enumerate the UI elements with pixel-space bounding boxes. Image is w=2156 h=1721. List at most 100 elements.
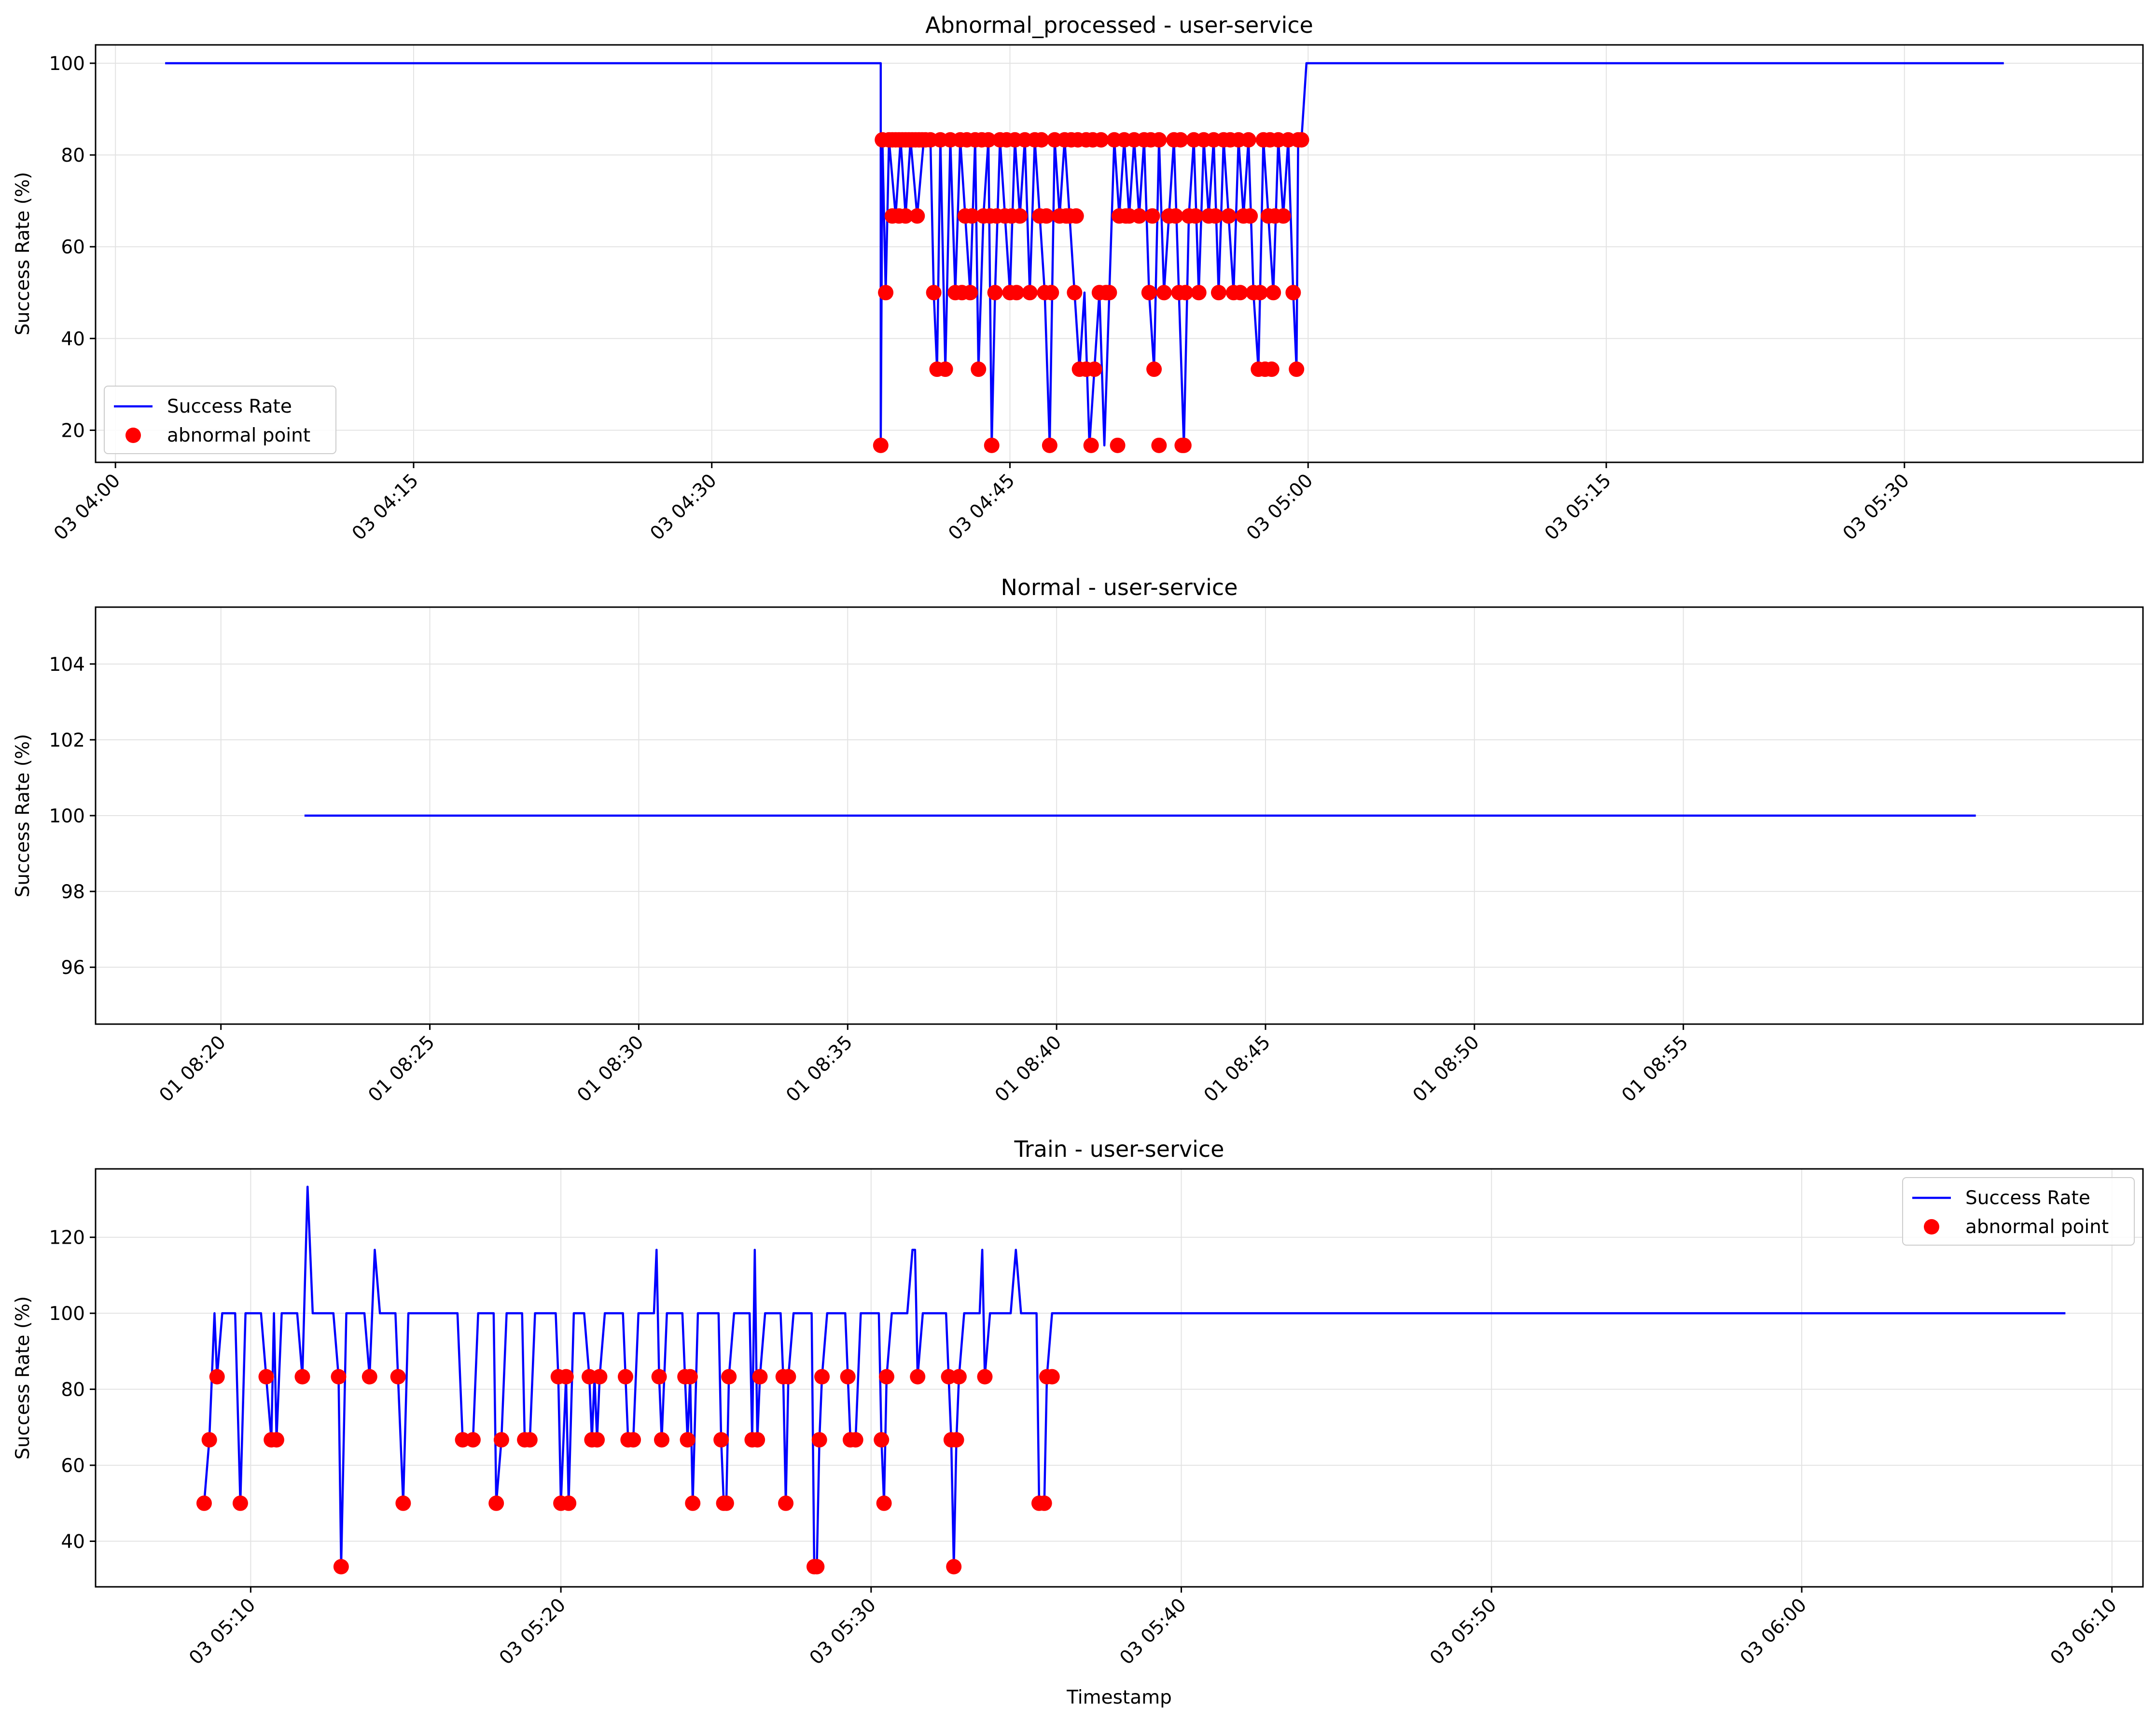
- abnormal-point-marker: [390, 1369, 406, 1385]
- abnormal-point-marker: [1208, 208, 1224, 224]
- abnormal-point-marker: [1252, 285, 1268, 301]
- grid: [96, 45, 2143, 462]
- abnormal-point-marker: [1151, 437, 1167, 453]
- abnormal-point-marker: [1264, 361, 1280, 377]
- subplot-1: 20 40 60 80 100 03 04:00 03 04:15 03 04:30 03 04…: [12, 12, 2144, 544]
- chart-title: Train - user-service: [1014, 1136, 1224, 1162]
- chart-title: Normal - user-service: [1001, 574, 1238, 600]
- abnormal-point-marker: [778, 1495, 794, 1511]
- abnormal-point-marker: [1110, 437, 1126, 453]
- axes-frame: [95, 1168, 2144, 1588]
- abnormal-point-marker: [848, 1432, 863, 1448]
- abnormal-point-marker: [1042, 437, 1057, 453]
- abnormal-point-marker: [1141, 285, 1157, 301]
- y-tick-label: 40: [61, 328, 85, 350]
- abnormal-point-marker: [680, 1432, 695, 1448]
- abnormal-point-marker: [1156, 285, 1172, 301]
- x-tick-label: 03 06:00: [1736, 1594, 1811, 1669]
- series-line-success-rate: [203, 1185, 2066, 1568]
- abnormal-point-marker: [1009, 285, 1025, 301]
- abnormal-point-marker: [268, 1432, 284, 1448]
- abnormal-point-marker: [964, 208, 980, 224]
- abnormal-point-marker: [1178, 285, 1194, 301]
- abnormal-point-marker: [1033, 132, 1049, 148]
- abnormal-point-marker: [780, 1369, 796, 1385]
- y-tick-label: 96: [61, 957, 85, 979]
- abnormal-point-marker: [1275, 208, 1291, 224]
- x-tick-label: 03 05:15: [1541, 470, 1615, 544]
- abnormal-point-marker: [488, 1495, 504, 1511]
- abnormal-point-marker: [977, 1369, 993, 1385]
- abnormal-point-marker: [362, 1369, 377, 1385]
- x-tick-label: 01 08:25: [364, 1031, 439, 1106]
- abnormal-point-marker: [718, 1495, 734, 1511]
- y-tick-label: 40: [61, 1531, 85, 1553]
- abnormal-point-marker: [1036, 1495, 1052, 1511]
- abnormal-point-marker: [750, 1432, 765, 1448]
- abnormal-point-marker: [258, 1369, 274, 1385]
- x-tick-label: 01 08:45: [1200, 1031, 1275, 1106]
- abnormal-point-marker: [196, 1495, 212, 1511]
- x-tick-label: 01 08:55: [1618, 1031, 1693, 1106]
- subplot-3: 40 60 80 100 120 03 05:10 03 05:20 03 05:30 03 0…: [12, 1136, 2144, 1708]
- y-tick-label: 60: [61, 1455, 85, 1477]
- x-tick-label: 03 05:50: [1426, 1594, 1501, 1669]
- x-tick-label: 03 04:00: [50, 470, 125, 544]
- abnormal-point-marker: [1151, 132, 1167, 148]
- series-line-success-rate: [165, 62, 2004, 447]
- y-axis-label: Success Rate (%): [12, 734, 34, 898]
- abnormal-point-marker: [589, 1432, 605, 1448]
- legend-label-success-rate: Success Rate: [167, 396, 292, 417]
- y-tick-label: 98: [61, 881, 85, 903]
- abnormal-point-marker: [1266, 285, 1281, 301]
- x-tick-label: 03 05:30: [806, 1594, 880, 1669]
- abnormal-point-marker: [984, 437, 1000, 453]
- abnormal-point-marker: [1144, 208, 1160, 224]
- abnormal-point-marker: [951, 1369, 967, 1385]
- abnormal-point-marker: [617, 1369, 633, 1385]
- legend-box: [1902, 1177, 2135, 1246]
- abnormal-point-marker: [946, 1559, 962, 1575]
- y-tick-label: 100: [49, 1303, 85, 1325]
- abnormal-point-marker: [876, 1495, 892, 1511]
- y-tick-label: 80: [61, 145, 85, 167]
- abnormal-point-marker: [654, 1432, 669, 1448]
- abnormal-point-marker: [962, 285, 978, 301]
- x-tick-label: 03 06:10: [2046, 1594, 2121, 1669]
- abnormal-point-marker: [1038, 208, 1054, 224]
- y-tick-label: 104: [49, 654, 85, 676]
- abnormal-point-marker: [201, 1432, 217, 1448]
- abnormal-point-marker: [909, 208, 925, 224]
- abnormal-point-marker: [809, 1559, 825, 1575]
- abnormal-point-marker: [395, 1495, 411, 1511]
- abnormal-point-marker: [331, 1369, 347, 1385]
- abnormal-point-marker: [1210, 285, 1226, 301]
- legend: Success Rate abnormal point: [104, 386, 336, 454]
- abnormal-point-marker: [333, 1559, 349, 1575]
- abnormal-point-marker: [1176, 437, 1192, 453]
- abnormal-point-marker: [1101, 285, 1117, 301]
- abnormal-point-marker: [1022, 285, 1038, 301]
- legend-label-abnormal-point: abnormal point: [1965, 1216, 2109, 1238]
- y-tick-label: 80: [61, 1379, 85, 1401]
- abnormal-point-marker: [1083, 437, 1099, 453]
- abnormal-point-marker: [878, 285, 894, 301]
- y-axis-label: Success Rate (%): [12, 172, 34, 335]
- abnormal-point-marker: [873, 437, 889, 453]
- abnormal-point-marker: [752, 1369, 768, 1385]
- abnormal-point-marker: [1285, 285, 1301, 301]
- subplot-2: 96 98 100 102 104 01 08:20 01 08:25 01 08:30 01 …: [12, 574, 2144, 1106]
- abnormal-point-marker: [1232, 285, 1248, 301]
- axes-frame: [95, 44, 2144, 463]
- abnormal-point-marker: [1289, 361, 1305, 377]
- chart-title: Abnormal_processed - user-service: [925, 12, 1313, 38]
- abnormal-point-marker: [294, 1369, 310, 1385]
- x-tick-label: 03 05:20: [495, 1594, 570, 1669]
- legend-label-success-rate: Success Rate: [1965, 1187, 2090, 1209]
- abnormal-point-marker: [910, 1369, 926, 1385]
- abnormal-point-marker: [1294, 132, 1309, 148]
- abnormal-point-marker: [651, 1369, 667, 1385]
- y-tick-label: 20: [61, 420, 85, 442]
- abnormal-point-marker: [1168, 208, 1183, 224]
